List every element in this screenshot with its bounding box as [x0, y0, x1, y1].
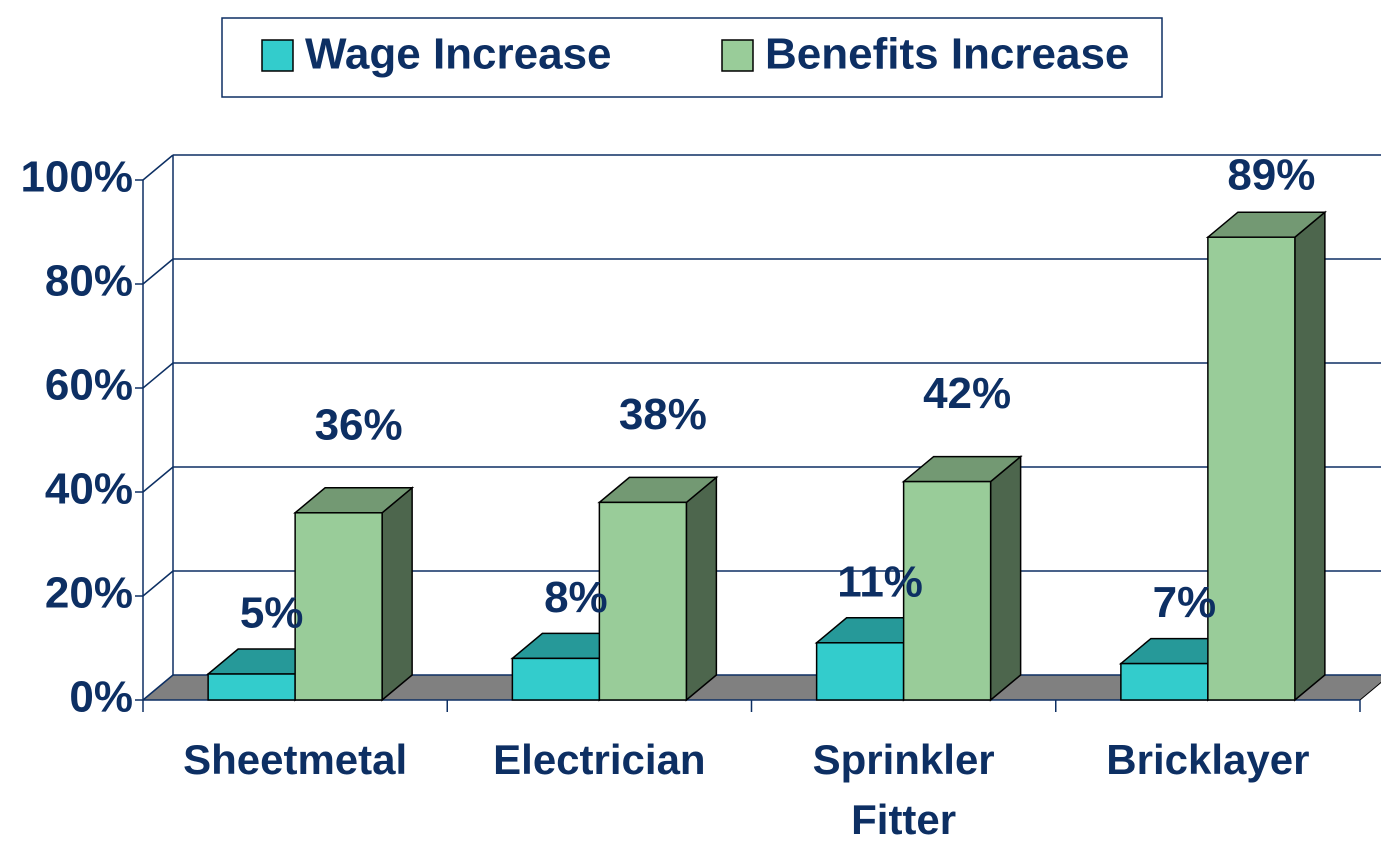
legend-box: [221, 17, 1163, 98]
y-tick-label: 0%: [69, 673, 133, 722]
legend-label: Wage Increase: [305, 30, 612, 79]
bar: [902, 480, 992, 701]
grid-diagonal: [142, 154, 174, 181]
legend-swatch: [261, 39, 294, 72]
bar: [294, 512, 383, 701]
bar-side: [1294, 210, 1326, 702]
bar: [511, 657, 601, 701]
data-label: 7%: [1153, 578, 1217, 627]
x-tick-label: Bricklayer: [1106, 736, 1310, 783]
bar: [598, 501, 688, 701]
legend-swatch: [721, 39, 754, 72]
y-tick-label: 40%: [45, 465, 133, 514]
bar: [207, 673, 296, 701]
data-label: 36%: [315, 400, 403, 449]
y-tick-label: 60%: [45, 361, 133, 410]
data-label: 11%: [837, 557, 923, 606]
x-tick-label: Sprinkler Fitter: [812, 736, 995, 843]
grid-diagonal: [142, 674, 174, 701]
grid-diagonal: [142, 570, 174, 597]
data-label: 38%: [619, 390, 707, 439]
bar-side: [381, 486, 413, 702]
x-tick-label: Sheetmetal: [183, 736, 408, 783]
data-label: 89%: [1227, 151, 1315, 200]
x-tick-label: Electrician: [493, 736, 706, 783]
y-tick-label: 20%: [45, 569, 133, 618]
y-tick-label: 100%: [20, 153, 133, 202]
grid-diagonal: [142, 362, 174, 389]
grid-diagonal: [142, 258, 174, 285]
legend-label: Benefits Increase: [765, 30, 1129, 79]
bar-side: [989, 454, 1022, 702]
data-label: 8%: [544, 573, 608, 622]
y-tick-label: 80%: [45, 257, 133, 306]
data-label: 5%: [240, 589, 304, 638]
bar-side: [685, 475, 718, 702]
bar: [815, 642, 905, 701]
grid-diagonal: [142, 466, 174, 493]
bar: [1120, 662, 1209, 701]
bar: [1207, 236, 1296, 701]
data-label: 42%: [923, 369, 1011, 418]
